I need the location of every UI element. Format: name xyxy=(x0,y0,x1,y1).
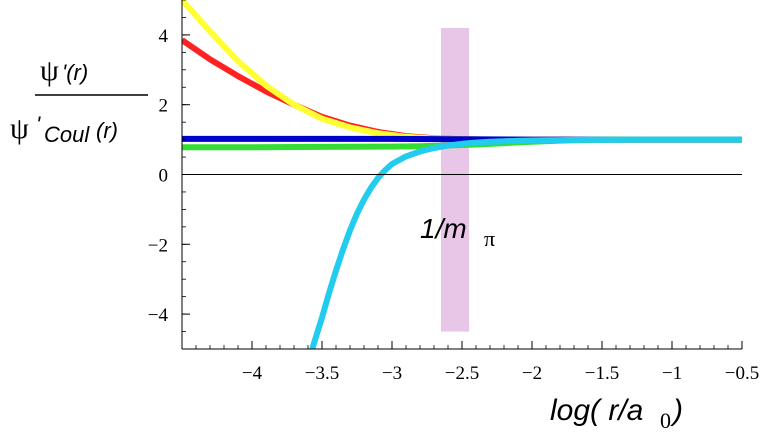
y-tick-label: 0 xyxy=(159,166,169,187)
xlabel-close: ) xyxy=(670,394,683,427)
x-tick-label: −2 xyxy=(522,363,542,384)
y-tick-label: −2 xyxy=(148,235,168,256)
ylabel-denominator-sub: Coul xyxy=(44,122,90,147)
x-tick-label: −1.5 xyxy=(585,363,619,384)
pion-scale-band xyxy=(441,27,469,332)
x-axis-label: log( r/a 0 ) xyxy=(550,394,683,433)
series-layer xyxy=(182,0,742,349)
x-tick-label: −4 xyxy=(242,363,263,384)
x-tick-label: −1 xyxy=(662,363,682,384)
x-tick-label: −2.5 xyxy=(445,363,479,384)
annotation-subscript: π xyxy=(484,226,495,251)
ticks-layer: −4 −3.5 −3 −2.5 −2 −1.5 −1 −0.5 −4 −2 0 2 4 xyxy=(148,0,759,384)
ylabel-denominator-arg: (r) xyxy=(96,118,118,143)
ylabel-numerator-psi: ψ xyxy=(40,54,59,87)
x-tick-label: −3.5 xyxy=(305,363,339,384)
xlabel-subscript: 0 xyxy=(660,408,671,433)
x-tick-label: −3 xyxy=(382,363,402,384)
ylabel-numerator-arg: '(r) xyxy=(62,60,88,85)
annotation-text: 1/m xyxy=(420,213,467,244)
xlabel-main: log( r/a xyxy=(550,394,643,427)
y-tick-label: 2 xyxy=(159,96,169,117)
series-line-4 xyxy=(309,136,742,349)
y-axis-label: ψ '(r) ψ ' Coul (r) xyxy=(10,54,148,147)
ylabel-denominator-psi: ψ xyxy=(10,112,29,145)
y-tick-label: −4 xyxy=(148,305,169,326)
y-tick-label: 4 xyxy=(159,26,169,47)
x-tick-label: −0.5 xyxy=(725,363,759,384)
pion-scale-band-layer xyxy=(441,27,469,332)
pion-annotation: 1/m π xyxy=(420,213,495,251)
ylabel-denominator-prime: ' xyxy=(36,112,41,137)
